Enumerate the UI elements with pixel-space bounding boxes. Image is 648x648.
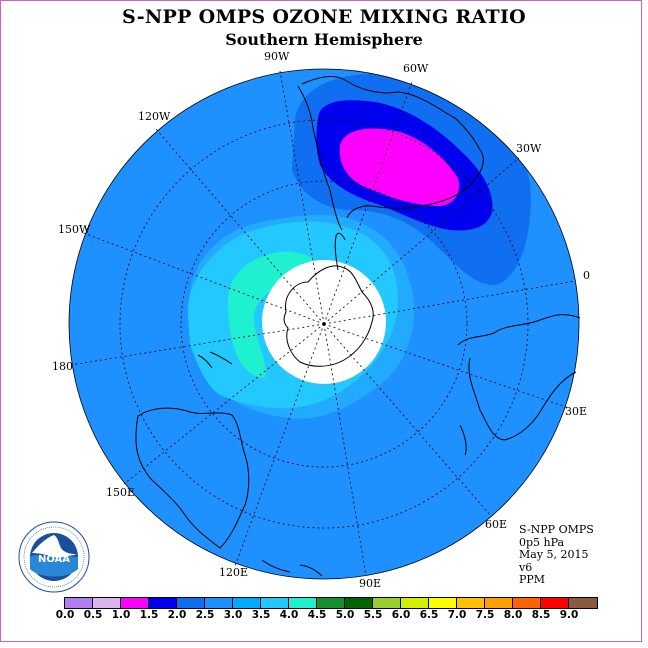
south-america-coast: [297, 76, 484, 231]
page-title: S-NPP OMPS OZONE MIXING RATIO: [121, 6, 527, 28]
colorbar-segment: [289, 598, 317, 608]
madagascar: [459, 424, 467, 456]
lon-label-0: 0: [583, 269, 590, 282]
colorbar-label: 3.5: [251, 609, 271, 621]
colorbar-segment: [233, 598, 261, 608]
indonesia-islands: [261, 559, 323, 577]
colorbar-label: 6.5: [419, 609, 439, 621]
lon-label-120w: 120W: [138, 110, 171, 123]
lon-label-150w: 150W: [58, 223, 91, 236]
coastlines: [135, 76, 581, 577]
colorbar-label: 5.0: [335, 609, 355, 621]
page-subtitle: Southern Hemisphere: [225, 30, 423, 49]
lon-label-90w: 90W: [264, 50, 290, 63]
colorbar-label: 6.0: [391, 609, 411, 621]
colorbar-label: 5.5: [363, 609, 383, 621]
australia-coast: [135, 407, 250, 549]
lon-label-30e: 30E: [565, 405, 587, 418]
colorbar-label: 2.0: [167, 609, 187, 621]
colorbar-segment: [205, 598, 233, 608]
colorbar-segment: [569, 598, 597, 608]
colorbar-label: 7.0: [447, 609, 467, 621]
colorbar-label: 7.5: [475, 609, 495, 621]
noaa-logo-text: NOAA: [38, 554, 70, 565]
colorbar-segment: [177, 598, 205, 608]
colorbar-label: 9.0: [559, 609, 579, 621]
colorbar-segment: [401, 598, 429, 608]
lon-label-60w: 60W: [403, 62, 429, 75]
colorbar-segment: [93, 598, 121, 608]
africa-coast: [457, 314, 581, 441]
colorbar-segment: [261, 598, 289, 608]
colorbar-segment: [373, 598, 401, 608]
colorbar-labels: 0.0 0.5 1.0 1.5 2.0 2.5 3.0 3.5 4.0 4.5 5.0 5.5 6.0 6…: [50, 609, 610, 623]
colorbar-segment: [149, 598, 177, 608]
colorbar-label: 2.5: [195, 609, 215, 621]
info-level: 0p5 hPa: [519, 535, 565, 549]
lon-label-120e: 120E: [219, 566, 248, 579]
colorbar-segment: [457, 598, 485, 608]
colorbar-label: 0.5: [83, 609, 103, 621]
colorbar-segment: [541, 598, 569, 608]
map-boundary: [68, 68, 580, 580]
antarctic-peninsula: [334, 232, 346, 271]
colorbar-label: 8.5: [531, 609, 551, 621]
colorbar-segment: [65, 598, 93, 608]
colorbar-label: 0.0: [55, 609, 75, 621]
ozone-band-4-0: [228, 251, 320, 378]
colorbar-segment: [345, 598, 373, 608]
info-date: May 5, 2015: [519, 548, 589, 561]
info-instrument: S-NPP OMPS: [519, 523, 594, 536]
graticule-meridians: [70, 70, 576, 577]
colorbar-segment: [429, 598, 457, 608]
colorbar-segment: [121, 598, 149, 608]
ozone-band-1-0: [339, 128, 460, 206]
colorbar-segment: [513, 598, 541, 608]
colorbar-label: 4.5: [307, 609, 327, 621]
lon-label-60e: 60E: [485, 518, 507, 531]
colorbar-label: 8.0: [503, 609, 523, 621]
new-zealand: [197, 351, 233, 369]
colorbar-segment: [317, 598, 345, 608]
colorbar-label: 1.0: [111, 609, 131, 621]
lon-label-180: 180: [52, 360, 73, 373]
graticule-circles: [119, 119, 529, 529]
colorbar-segment: [485, 598, 513, 608]
antarctica-coast: [283, 265, 374, 367]
noaa-logo: NOAA: [18, 521, 90, 593]
plot-info: S-NPP OMPS 0p5 hPa May 5, 2015 v6 PPM: [519, 523, 594, 587]
lon-label-30w: 30W: [516, 142, 542, 155]
lon-label-90e: 90E: [359, 577, 381, 590]
south-pole-marker: [322, 322, 326, 326]
lon-label-150e: 150E: [106, 486, 135, 499]
colorbar-label: 1.5: [139, 609, 159, 621]
colorbar-label: 4.0: [279, 609, 299, 621]
colorbar-label: 3.0: [223, 609, 243, 621]
info-units: PPM: [519, 573, 546, 586]
colorbar: [64, 597, 598, 609]
info-version: v6: [519, 560, 533, 574]
